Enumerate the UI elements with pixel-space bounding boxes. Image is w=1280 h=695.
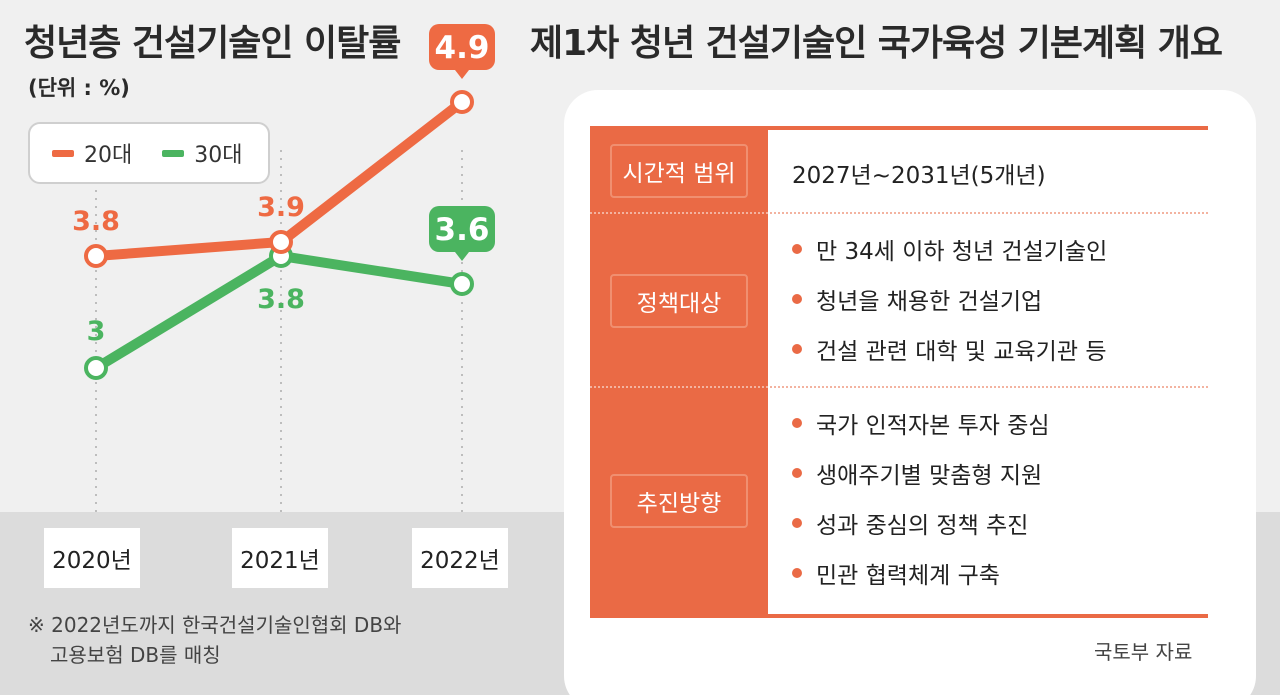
label-column xyxy=(590,126,768,618)
row-divider-2 xyxy=(590,386,1208,388)
direction-item-2: 생애주기별 맞춤형 지원 xyxy=(792,456,1042,490)
footnote: ※ 2022년도까지 한국건설기술인협회 DB와 고용보험 DB를 매칭 xyxy=(28,610,498,670)
direction-item-1: 국가 인적자본 투자 중심 xyxy=(792,406,1050,440)
target-item-2-text: 청년을 채용한 건설기업 xyxy=(816,289,1043,315)
x-tick-2021: 2021년 xyxy=(232,528,328,588)
data-label-box-1-2 xyxy=(429,206,495,252)
table-top-line xyxy=(768,126,1208,130)
table-bottom-line xyxy=(768,614,1208,618)
data-label-1-0: 3 xyxy=(87,316,106,347)
target-item-1-text: 만 34세 이하 청년 건설기술인 xyxy=(816,239,1108,265)
direction-item-3: 성과 중심의 정책 추진 xyxy=(792,506,1028,540)
legend-label-30s: 30대 xyxy=(194,143,243,168)
data-label-0-0: 3.8 xyxy=(72,206,120,237)
data-point-1-2 xyxy=(450,272,474,296)
chart-title: 청년층 건설기술인 이탈률 xyxy=(24,23,401,64)
direction-item-1-text: 국가 인적자본 투자 중심 xyxy=(816,413,1050,439)
row-divider-1 xyxy=(590,212,1208,214)
target-item-3: 건설 관련 대학 및 교육기관 등 xyxy=(792,332,1106,366)
data-label-1-2: 3.6 xyxy=(435,212,490,248)
legend-item-20s: 20대 xyxy=(52,137,132,169)
footnote-line-2: 고용보험 DB를 매칭 xyxy=(50,643,221,667)
data-label-1-1: 3.8 xyxy=(257,284,305,315)
data-point-0-2 xyxy=(450,90,474,114)
legend-swatch-20s xyxy=(52,149,74,157)
bullet-icon xyxy=(792,294,802,304)
target-item-1: 만 34세 이하 청년 건설기술인 xyxy=(792,232,1107,266)
target-item-3-text: 건설 관련 대학 및 교육기관 등 xyxy=(816,339,1107,365)
legend-label-20s: 20대 xyxy=(84,143,133,168)
line-chart: 3.8 3.9 4.9 3 3.8 3.6 xyxy=(72,24,495,512)
bullet-icon xyxy=(792,344,802,354)
x-tick-2020: 2020년 xyxy=(44,528,140,588)
row-label-direction: 추진방향 xyxy=(610,474,748,528)
bullet-icon xyxy=(792,244,802,254)
data-point-0-1 xyxy=(269,230,293,254)
direction-item-4: 민관 협력체계 구축 xyxy=(792,556,1000,590)
row-label-period: 시간적 범위 xyxy=(610,144,748,198)
legend-swatch-30s xyxy=(162,149,185,157)
data-label-0-1: 3.9 xyxy=(257,192,305,223)
source-credit: 국토부 자료 xyxy=(1094,640,1193,664)
data-point-1-0 xyxy=(84,356,108,380)
period-text: 2027년~2031년(5개년) xyxy=(792,163,1046,189)
legend-item-30s: 30대 xyxy=(162,137,242,169)
data-label-pointer-0-2 xyxy=(455,70,469,79)
data-label-0-2: 4.9 xyxy=(435,30,490,66)
direction-item-3-text: 성과 중심의 정책 추진 xyxy=(816,513,1029,539)
overview-table: 시간적 범위 2027년~2031년(5개년) 정책대상 만 34세 이하 청년… xyxy=(590,126,1208,618)
direction-item-2-text: 생애주기별 맞춤형 지원 xyxy=(816,463,1043,489)
data-label-box-0-2 xyxy=(429,24,495,70)
direction-item-4-text: 민관 협력체계 구축 xyxy=(816,563,1000,589)
overview-title: 제1차 청년 건설기술인 국가육성 기본계획 개요 xyxy=(530,23,1223,64)
row-label-target: 정책대상 xyxy=(610,274,748,328)
bullet-icon xyxy=(792,568,802,578)
data-point-0-0 xyxy=(84,244,108,268)
bullet-icon xyxy=(792,418,802,428)
footnote-line-1: ※ 2022년도까지 한국건설기술인협회 DB와 xyxy=(28,613,402,637)
data-label-pointer-1-2 xyxy=(455,252,469,261)
bullet-icon xyxy=(792,518,802,528)
bullet-icon xyxy=(792,468,802,478)
target-item-2: 청년을 채용한 건설기업 xyxy=(792,282,1042,316)
x-tick-2022: 2022년 xyxy=(412,528,508,588)
chart-legend: 20대 30대 xyxy=(28,122,270,184)
chart-unit: (단위 : %) xyxy=(28,76,130,100)
